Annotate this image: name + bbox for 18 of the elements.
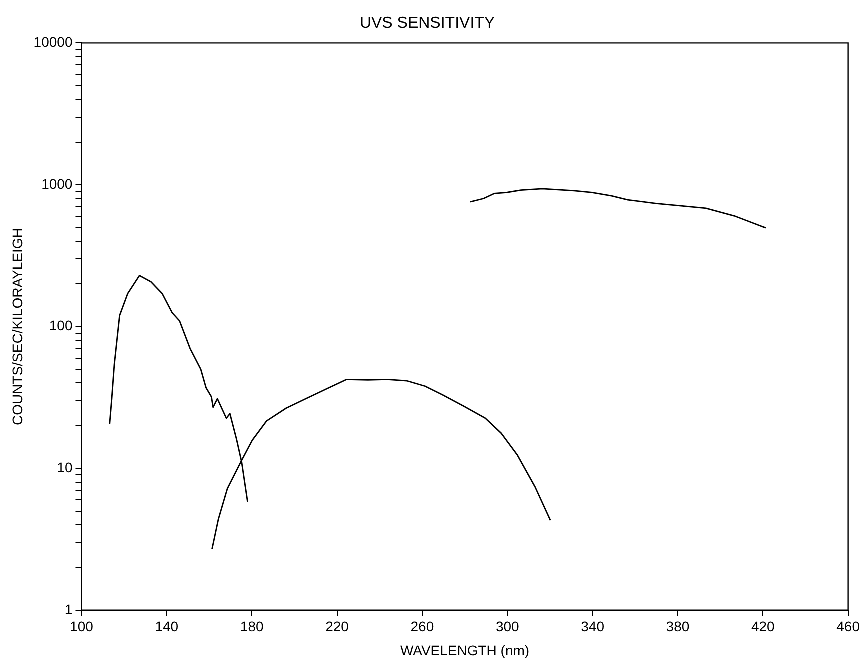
- x-tick-label: 460: [836, 618, 860, 635]
- y-tick-label: 1000: [42, 176, 73, 192]
- x-tick-label: 100: [70, 618, 94, 635]
- x-tick-label: 260: [410, 618, 434, 635]
- x-axis-title: WAVELENGTH (nm): [400, 642, 530, 658]
- chart-title: UVS SENSITIVITY: [360, 15, 496, 32]
- y-axis-title: COUNTS/SEC/KILORAYLEIGH: [9, 228, 26, 426]
- x-tick-label: 220: [326, 618, 350, 635]
- y-tick-label: 10000: [34, 34, 73, 50]
- y-tick-label: 1: [64, 601, 73, 618]
- x-tick-label: 140: [155, 618, 179, 635]
- x-tick-label: 380: [666, 618, 690, 635]
- x-tick-label: 340: [581, 618, 605, 635]
- y-tick-label: 100: [49, 318, 73, 334]
- x-tick-label: 180: [240, 618, 264, 635]
- x-tick-label: 300: [496, 618, 520, 635]
- x-tick-label: 420: [751, 618, 776, 635]
- y-tick-label: 10: [57, 459, 73, 476]
